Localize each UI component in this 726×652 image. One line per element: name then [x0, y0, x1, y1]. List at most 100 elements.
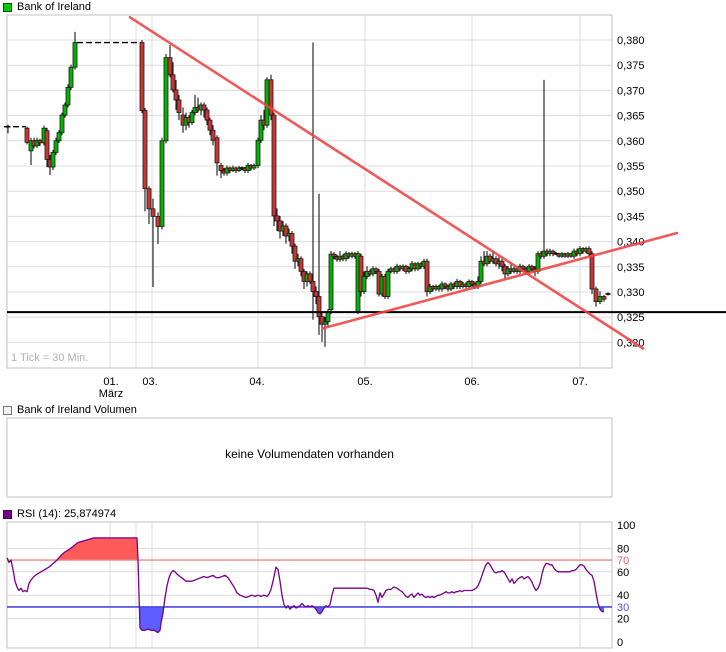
candle-body-down	[139, 42, 145, 111]
y-axis-tick-label: 0,355	[617, 161, 645, 173]
candle-body-down	[173, 89, 179, 101]
x-axis-tick-label: 06.	[464, 376, 479, 388]
candle-body-up	[189, 112, 195, 124]
x-axis-month-label: März	[99, 388, 123, 400]
y-axis-tick-label: 0,380	[617, 35, 645, 47]
candle-body-up	[322, 321, 328, 325]
candle-body-up	[255, 139, 261, 166]
candle-body-up	[62, 104, 68, 116]
candle-body-down	[289, 233, 295, 247]
trend-line	[321, 231, 679, 330]
candle-body-up	[597, 296, 603, 302]
tick-interval-note: 1 Tick = 30 Min.	[11, 352, 89, 364]
candle-body-up	[478, 260, 484, 282]
candle-body-down	[170, 74, 176, 91]
candle-body-down	[37, 139, 43, 144]
candle-body-up	[68, 66, 74, 88]
candle-body-down	[589, 253, 595, 290]
candle-body-down	[167, 57, 173, 76]
price-chart-title: Bank of Ireland	[17, 1, 91, 13]
rsi-series-legend-icon	[3, 510, 12, 519]
y-axis-tick-label: 0,350	[617, 186, 645, 198]
y-axis-tick-label: 0,365	[617, 111, 645, 123]
y-axis-tick-label: 0,330	[617, 287, 645, 299]
candle-body-down	[307, 273, 313, 282]
candle-body-down	[316, 296, 322, 318]
candle-body-up	[385, 270, 391, 297]
candle-body-down	[274, 215, 280, 222]
y-axis-tick-label: 0,370	[617, 85, 645, 97]
y-axis-tick-label: 0,340	[617, 237, 645, 249]
candle-body-down	[601, 296, 607, 300]
candle-body-up	[264, 79, 270, 126]
trend-line	[128, 16, 645, 350]
candle-body-down	[313, 291, 319, 297]
y-axis-tick-label: 0,360	[617, 136, 645, 148]
y-axis-tick-label: 0,335	[617, 262, 645, 274]
rsi-axis-tick-label: 0	[617, 637, 623, 649]
candle-body-down	[310, 281, 316, 292]
candle-body-up	[361, 275, 367, 292]
candle-body-down	[204, 109, 210, 121]
candle-body-up	[406, 268, 412, 272]
candle-body-down	[593, 288, 599, 302]
candle-body-down	[424, 260, 430, 292]
candle-body-down	[142, 110, 148, 190]
rsi-axis-tick-label: 100	[617, 520, 635, 532]
rsi-line	[6, 537, 604, 634]
candle-body-down	[201, 104, 207, 111]
candle-body-down	[210, 129, 216, 141]
price-series-legend-icon	[3, 3, 12, 12]
x-axis-tick-label: 07.	[572, 376, 587, 388]
candle-body-up	[328, 253, 334, 311]
candle-body-down	[218, 165, 224, 171]
candle-body-down	[214, 137, 220, 164]
candle-body-down	[550, 250, 556, 255]
candle-body-up	[258, 119, 264, 141]
candle-body-down	[292, 245, 298, 262]
rsi-chart-title: RSI (14): 25,874974	[17, 508, 117, 520]
candle-body-up	[325, 311, 331, 323]
candle-body-up	[72, 42, 78, 68]
volume-chart-legend: Bank of Ireland Volumen	[3, 404, 137, 417]
rsi-overbought-fill	[7, 537, 604, 561]
rsi-axis-tick-label: 30	[617, 602, 629, 614]
candle-body-down	[146, 188, 152, 210]
rsi-plot-border	[6, 521, 613, 649]
rsi-axis-tick-label: 40	[617, 590, 629, 602]
candle-body-down	[268, 79, 274, 116]
price-chart-legend: Bank of Ireland	[3, 1, 91, 14]
x-axis-tick-label: 03.	[142, 376, 157, 388]
no-volume-data-message: keine Volumendaten vorhanden	[225, 447, 394, 461]
candle-body-down	[319, 316, 325, 325]
candle-body-down	[176, 99, 182, 113]
volume-chart-title: Bank of Ireland Volumen	[17, 404, 137, 416]
candle-body-up	[251, 165, 257, 169]
candle-body-down	[271, 114, 277, 217]
candle-body-up	[59, 114, 65, 134]
candle-body-up	[163, 57, 169, 142]
candle-body-up	[53, 140, 59, 153]
candle-body-down	[529, 265, 535, 270]
candle-body-up	[159, 140, 165, 227]
candle-body-down	[283, 225, 289, 237]
candle-body-up	[56, 132, 62, 142]
rsi-oversold-fill	[7, 606, 604, 633]
candle-body-up	[236, 167, 242, 171]
candle-body-down	[298, 258, 304, 272]
rsi-axis-tick-label: 60	[617, 567, 629, 579]
candle-body-down	[373, 268, 379, 272]
rsi-axis-tick-label: 80	[617, 543, 629, 555]
candle-body-up	[50, 151, 56, 168]
candle-body-down	[520, 265, 526, 270]
candle-body-down	[207, 119, 213, 131]
rsi-axis-tick-label: 70	[617, 555, 629, 567]
x-axis-tick-label: 05.	[357, 376, 372, 388]
x-axis-tick-label: 04.	[249, 376, 264, 388]
y-axis-tick-label: 0,375	[617, 60, 645, 72]
candle-body-down	[150, 208, 156, 217]
y-axis-tick-label: 0,345	[617, 211, 645, 223]
rsi-axis-tick-label: 20	[617, 614, 629, 626]
